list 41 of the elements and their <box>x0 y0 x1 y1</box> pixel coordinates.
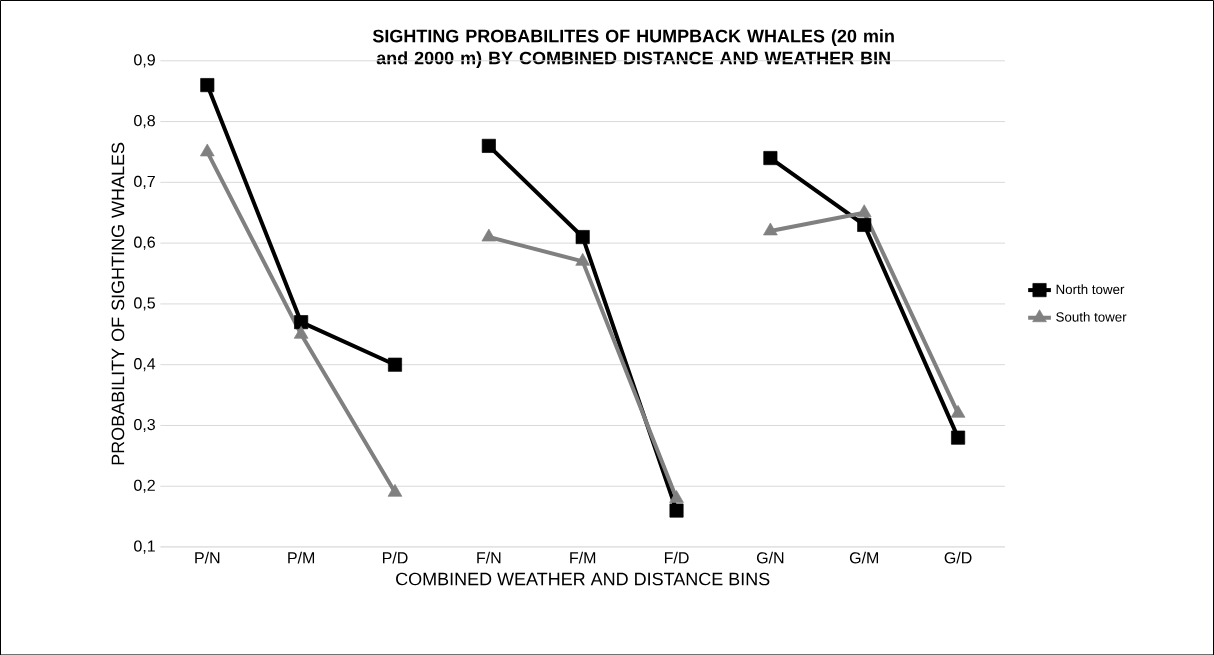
point <box>293 325 309 339</box>
point <box>481 138 496 153</box>
y-tick-label: 0,7 <box>134 175 155 189</box>
x-tick-label: P/D <box>382 551 408 564</box>
point <box>481 228 497 242</box>
y-axis-title: PROBABILITY OF SIGHTING WHALES <box>111 142 125 465</box>
point <box>575 252 590 266</box>
y-tick-label: 0,4 <box>134 357 156 372</box>
x-tick-label: F/N <box>477 551 501 564</box>
x-tick-label: P/N <box>195 551 220 564</box>
point <box>951 430 966 445</box>
x-tick-label: G/M <box>849 551 879 564</box>
point <box>950 404 966 418</box>
y-tick-label: 0,8 <box>134 114 155 128</box>
x-tick-label: P/M <box>288 551 315 564</box>
point <box>575 229 590 244</box>
point <box>387 357 402 372</box>
point <box>669 489 684 503</box>
point <box>387 483 403 497</box>
y-tick-label: 0,6 <box>134 236 155 250</box>
point <box>763 222 778 236</box>
y-tick-label: 0,5 <box>134 297 155 311</box>
point <box>857 217 872 232</box>
y-tick-label: 0,3 <box>134 418 155 432</box>
x-tick-label: F/M <box>570 551 596 564</box>
chart-title: SIGHTING PROBABILITES OF HUMPBACK WHALES (20 min and 2000 m) BY COMBINED DISTANCE AND WEATHER BIN <box>372 28 894 68</box>
point <box>856 204 872 217</box>
point <box>200 77 215 92</box>
y-tick-label: 0,1 <box>134 540 155 554</box>
x-tick-label: G/N <box>756 551 784 564</box>
x-tick-label: G/D <box>944 551 972 564</box>
point <box>763 150 778 165</box>
point <box>669 503 684 518</box>
legend-label: North tower <box>1056 284 1125 294</box>
y-tick-label: 0,9 <box>134 53 155 68</box>
legend-label: South tower <box>1056 311 1127 322</box>
point <box>294 314 309 329</box>
x-axis-title: COMBINED WEATHER AND DISTANCE BINS <box>396 572 770 586</box>
point <box>200 143 215 157</box>
x-tick-label: F/D <box>664 551 689 564</box>
y-tick-label: 0,2 <box>134 479 155 493</box>
